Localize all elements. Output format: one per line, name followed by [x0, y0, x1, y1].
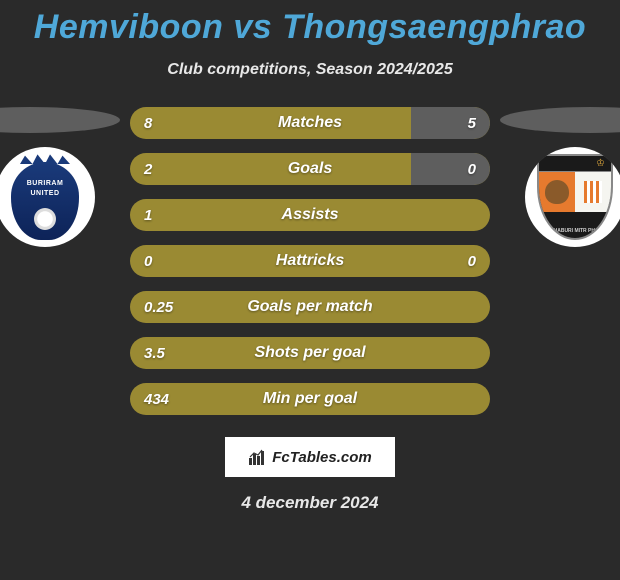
stat-fill-right [411, 153, 490, 185]
stat-label: Goals per match [247, 298, 372, 316]
flag-icon [584, 181, 602, 203]
right-ellipse-shadow [500, 107, 620, 133]
stat-row: 0 Hattricks 0 [130, 245, 490, 277]
ratchaburi-crest-icon: ♔ RATCHABURI MITR PHOL FC [537, 154, 613, 240]
left-team-badge: BURIRAM UNITED [0, 147, 95, 247]
stat-label: Min per goal [263, 390, 357, 408]
fctables-logo[interactable]: FcTables.com [225, 437, 395, 477]
left-ellipse-shadow [0, 107, 120, 133]
right-team-badge: ♔ RATCHABURI MITR PHOL FC [525, 147, 620, 247]
stat-label: Hattricks [276, 252, 344, 270]
stat-value-right: 0 [468, 161, 476, 178]
stat-value-left: 3.5 [144, 345, 165, 362]
logo-text: FcTables.com [272, 449, 371, 466]
stat-row: 0.25 Goals per match [130, 291, 490, 323]
stat-row: 8 Matches 5 [130, 107, 490, 139]
stat-fill-right [411, 107, 490, 139]
stat-row: 434 Min per goal [130, 383, 490, 415]
lion-icon [545, 180, 569, 204]
stat-value-left: 2 [144, 161, 152, 178]
stat-row: 2 Goals 0 [130, 153, 490, 185]
stat-label: Goals [288, 160, 332, 178]
comparison-panel: BURIRAM UNITED 8 Matches 5 2 Goals 0 1 Assists 0… [0, 107, 620, 415]
crest-text: UNITED [11, 190, 79, 197]
crown-icon: ♔ [596, 158, 605, 169]
right-side: ♔ RATCHABURI MITR PHOL FC [500, 107, 620, 247]
date-label: 4 december 2024 [0, 493, 620, 513]
stat-label: Assists [282, 206, 339, 224]
subtitle: Club competitions, Season 2024/2025 [0, 61, 620, 79]
ball-icon [34, 208, 56, 230]
stat-value-left: 0.25 [144, 299, 173, 316]
crest-text: RATCHABURI MITR PHOL FC [539, 228, 611, 234]
chart-icon [248, 448, 268, 466]
buriram-crest-icon: BURIRAM UNITED [11, 162, 79, 240]
stat-bars: 8 Matches 5 2 Goals 0 1 Assists 0 Hattricks 0 0.25 G… [130, 107, 490, 415]
stat-value-left: 1 [144, 207, 152, 224]
stat-row: 3.5 Shots per goal [130, 337, 490, 369]
stat-label: Shots per goal [254, 344, 365, 362]
stat-value-left: 8 [144, 115, 152, 132]
stat-label: Matches [278, 114, 342, 132]
stat-value-left: 0 [144, 253, 152, 270]
stat-value-right: 5 [468, 115, 476, 132]
crest-text: BURIRAM [11, 180, 79, 187]
stat-value-right: 0 [468, 253, 476, 270]
stat-row: 1 Assists [130, 199, 490, 231]
stat-value-left: 434 [144, 391, 169, 408]
left-side: BURIRAM UNITED [0, 107, 120, 247]
page-title: Hemviboon vs Thongsaengphrao [0, 0, 620, 47]
